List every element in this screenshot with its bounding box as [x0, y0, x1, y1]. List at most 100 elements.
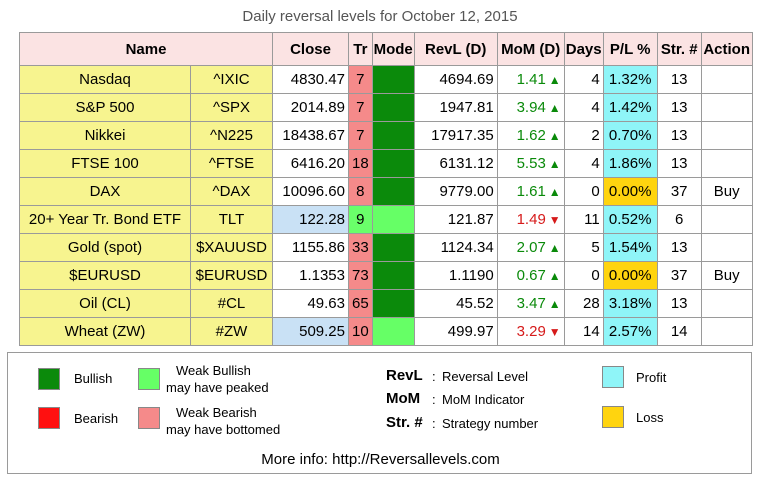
- table-row: DAX ^DAX 10096.60 8 9779.00 1.61 ▲ 0 0.00…: [19, 177, 753, 206]
- row-days: 5: [563, 233, 604, 262]
- up-arrow-icon: ▲: [548, 101, 561, 115]
- row-mode-bullish: [371, 149, 415, 178]
- up-arrow-icon: ▲: [548, 241, 561, 255]
- row-str: 13: [656, 121, 702, 150]
- row-mom: 3.29 ▼: [496, 317, 565, 346]
- row-days: 4: [563, 93, 604, 122]
- row-close: 4830.47: [272, 65, 349, 94]
- row-close: 122.28: [272, 205, 349, 234]
- row-pl: 3.18%: [602, 289, 658, 318]
- up-arrow-icon: ▲: [548, 297, 561, 311]
- row-tr: 7: [348, 93, 373, 122]
- row-tr: 7: [348, 65, 373, 94]
- col-header-pl: P/L %: [602, 32, 658, 66]
- table-row: Wheat (ZW) #ZW 509.25 10 499.97 3.29 ▼ 14…: [19, 317, 753, 346]
- row-pl: 0.70%: [602, 121, 658, 150]
- row-mode-bullish: [371, 261, 415, 290]
- row-tr: 7: [348, 121, 373, 150]
- down-arrow-icon: ▼: [548, 213, 561, 227]
- mom-value: 3.94: [516, 99, 546, 116]
- row-action: [700, 233, 753, 262]
- row-days: 4: [563, 65, 604, 94]
- row-name: DAX: [19, 177, 191, 206]
- up-arrow-icon: ▲: [548, 185, 561, 199]
- mom-value: 2.07: [516, 239, 546, 256]
- row-close: 6416.20: [272, 149, 349, 178]
- reversal-table: Name Close Tr Mode RevL (D) MoM (D) Days…: [19, 32, 753, 346]
- row-mom: 0.67 ▲: [496, 261, 565, 290]
- row-revl: 17917.35: [413, 121, 498, 150]
- weak-bearish-label: Weak Bearish: [176, 405, 257, 420]
- row-str: 14: [656, 317, 702, 346]
- row-mode-bullish: [371, 93, 415, 122]
- row-pl: 2.57%: [602, 317, 658, 346]
- row-str: 6: [656, 205, 702, 234]
- row-mom: 3.47 ▲: [496, 289, 565, 318]
- row-close: 1.1353: [272, 261, 349, 290]
- row-tr: 33: [348, 233, 373, 262]
- row-name: FTSE 100: [19, 149, 191, 178]
- row-mode-bullish: [371, 65, 415, 94]
- row-name: S&P 500: [19, 93, 191, 122]
- row-str: 13: [656, 149, 702, 178]
- str-definition: Strategy number: [442, 416, 539, 431]
- bearish-label: Bearish: [74, 411, 119, 426]
- row-pl: 1.42%: [602, 93, 658, 122]
- row-name: Wheat (ZW): [19, 317, 191, 346]
- row-mom: 1.41 ▲: [496, 65, 565, 94]
- row-close: 18438.67: [272, 121, 349, 150]
- row-pl: 1.32%: [602, 65, 658, 94]
- row-name: 20+ Year Tr. Bond ETF: [19, 205, 191, 234]
- col-header-mom: MoM (D): [496, 32, 565, 66]
- row-days: 0: [563, 177, 604, 206]
- col-header-str: Str. #: [656, 32, 702, 66]
- row-mom: 3.94 ▲: [496, 93, 565, 122]
- table-row: FTSE 100 ^FTSE 6416.20 18 6131.12 5.53 ▲ …: [19, 149, 753, 178]
- up-arrow-icon: ▲: [548, 129, 561, 143]
- row-mom: 1.49 ▼: [496, 205, 565, 234]
- row-symbol: #CL: [190, 289, 273, 318]
- row-mode-bullish: [371, 121, 415, 150]
- up-arrow-icon: ▲: [548, 269, 561, 283]
- row-revl: 121.87: [413, 205, 498, 234]
- row-symbol: ^SPX: [190, 93, 273, 122]
- row-str: 13: [656, 65, 702, 94]
- row-symbol: TLT: [190, 205, 273, 234]
- col-header-days: Days: [563, 32, 604, 66]
- row-symbol: ^IXIC: [190, 65, 273, 94]
- table-row: Gold (spot) $XAUUSD 1155.86 33 1124.34 2…: [19, 233, 753, 262]
- bullish-label: Bullish: [74, 371, 113, 386]
- table-row: 20+ Year Tr. Bond ETF TLT 122.28 9 121.8…: [19, 205, 753, 234]
- row-tr: 73: [348, 261, 373, 290]
- row-symbol: ^N225: [190, 121, 273, 150]
- str-colon: :: [432, 416, 436, 431]
- page-title: Daily reversal levels for October 12, 20…: [242, 8, 518, 25]
- row-action: [700, 289, 753, 318]
- row-days: 11: [563, 205, 604, 234]
- row-revl: 45.52: [413, 289, 498, 318]
- weak-bearish-note: may have bottomed: [166, 422, 281, 437]
- row-close: 1155.86: [272, 233, 349, 262]
- profit-label: Profit: [636, 370, 667, 385]
- row-action: [700, 65, 753, 94]
- row-mode-bullish: [371, 177, 415, 206]
- row-tr: 65: [348, 289, 373, 318]
- row-name: Nikkei: [19, 121, 191, 150]
- table-row: S&P 500 ^SPX 2014.89 7 1947.81 3.94 ▲ 4 1…: [19, 93, 753, 122]
- row-mode-weak-bullish: [371, 205, 415, 234]
- row-mode-bullish: [371, 233, 415, 262]
- row-symbol: $EURUSD: [190, 261, 273, 290]
- row-str: 13: [656, 93, 702, 122]
- row-revl: 4694.69: [413, 65, 498, 94]
- mom-definition: MoM Indicator: [442, 392, 525, 407]
- row-mode-bullish: [371, 289, 415, 318]
- row-revl: 499.97: [413, 317, 498, 346]
- table-header-row: Name Close Tr Mode RevL (D) MoM (D) Days…: [19, 32, 753, 66]
- table-row: Nasdaq ^IXIC 4830.47 7 4694.69 1.41 ▲ 4 1…: [19, 65, 753, 94]
- row-close: 49.63: [272, 289, 349, 318]
- row-tr: 10: [348, 317, 373, 346]
- bullish-swatch: [38, 368, 60, 390]
- row-tr: 18: [348, 149, 373, 178]
- row-name: $EURUSD: [19, 261, 191, 290]
- loss-swatch: [602, 406, 624, 428]
